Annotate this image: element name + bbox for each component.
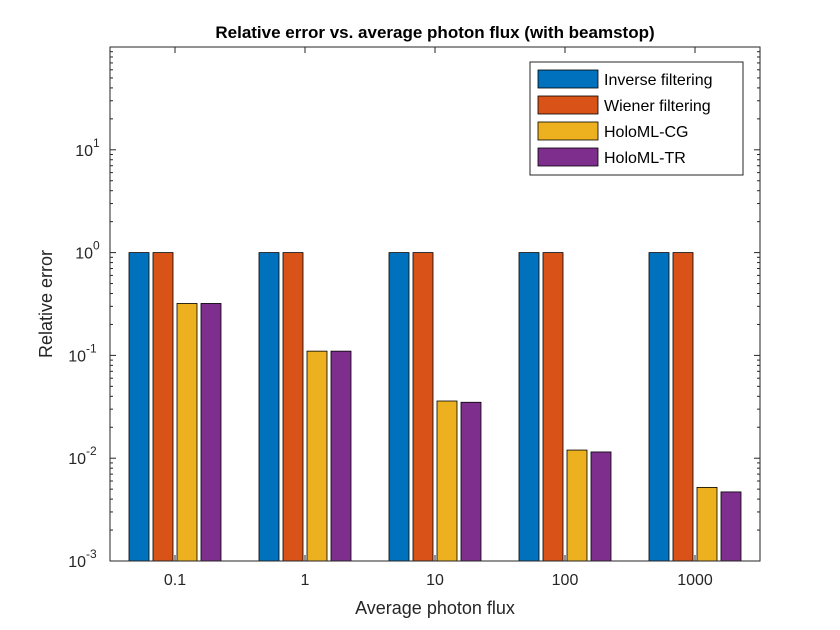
x-tick-label: 1 (301, 572, 310, 589)
x-tick-label: 100 (552, 572, 579, 589)
legend-swatch (537, 69, 599, 89)
bar-wiener-filtering-10 (412, 252, 434, 562)
legend-swatch (537, 95, 599, 115)
chart-title: Relative error vs. average photon flux (… (215, 23, 654, 42)
legend-swatch (537, 121, 599, 141)
legend-label: HoloML-CG (604, 124, 688, 141)
bar-holoml-cg-100 (566, 449, 588, 562)
y-tick-exponent: -2 (86, 444, 97, 458)
bar-wiener-filtering-100 (542, 252, 564, 562)
y-tick-exponent: -1 (86, 341, 97, 355)
y-tick-base: 10 (68, 451, 86, 468)
y-tick-base: 10 (75, 143, 93, 160)
legend-swatch (537, 147, 599, 167)
bar-inverse-filtering-1000 (648, 252, 670, 562)
x-axis-label: Average photon flux (355, 598, 515, 618)
bar-holoml-tr-1000 (720, 491, 742, 562)
y-tick-label: 10 (68, 554, 86, 571)
bar-inverse-filtering-10 (388, 252, 410, 562)
legend: Inverse filtering Wiener filtering HoloML-… (529, 61, 744, 176)
bar-wiener-filtering-1000 (672, 252, 694, 562)
y-tick-label: 10 (68, 451, 86, 468)
y-tick-base: 10 (68, 348, 86, 365)
bar-inverse-filtering-1 (258, 252, 280, 562)
y-tick-exponent: 1 (93, 136, 100, 150)
bar-wiener-filtering-0-1 (152, 252, 174, 562)
bar-holoml-cg-10 (436, 400, 458, 562)
x-tick-labels: 0.1 1 10 100 1000 (164, 572, 713, 589)
x-tick-label: 1000 (677, 572, 713, 589)
bar-holoml-tr-100 (590, 451, 612, 562)
legend-label: Wiener filtering (604, 98, 711, 115)
bar-holoml-cg-1000 (696, 486, 718, 562)
y-tick-exponent: -3 (86, 547, 97, 561)
x-tick-label: 0.1 (164, 572, 186, 589)
axes-group (109, 46, 761, 562)
y-tick-base: 10 (75, 246, 93, 263)
y-tick-label: 10 (68, 348, 86, 365)
bar-wiener-filtering-1 (282, 252, 304, 562)
bar-holoml-cg-0-1 (176, 303, 198, 562)
legend-label: Inverse filtering (604, 72, 713, 89)
bar-holoml-cg-1 (306, 350, 328, 562)
legend-label: HoloML-TR (604, 150, 686, 167)
bar-holoml-tr-1 (330, 350, 352, 562)
bar-holoml-tr-10 (460, 401, 482, 562)
x-tick-label: 10 (426, 572, 444, 589)
y-axis-label: Relative error (36, 250, 56, 358)
y-tick-label: 10 (75, 246, 93, 263)
bar-inverse-filtering-0-1 (128, 252, 150, 562)
bar-inverse-filtering-100 (518, 252, 540, 562)
bar-holoml-tr-0-1 (200, 303, 222, 562)
y-tick-base: 10 (68, 554, 86, 571)
bars-group (128, 252, 742, 562)
y-tick-exponent: 0 (93, 239, 100, 253)
y-tick-label: 10 (75, 143, 93, 160)
